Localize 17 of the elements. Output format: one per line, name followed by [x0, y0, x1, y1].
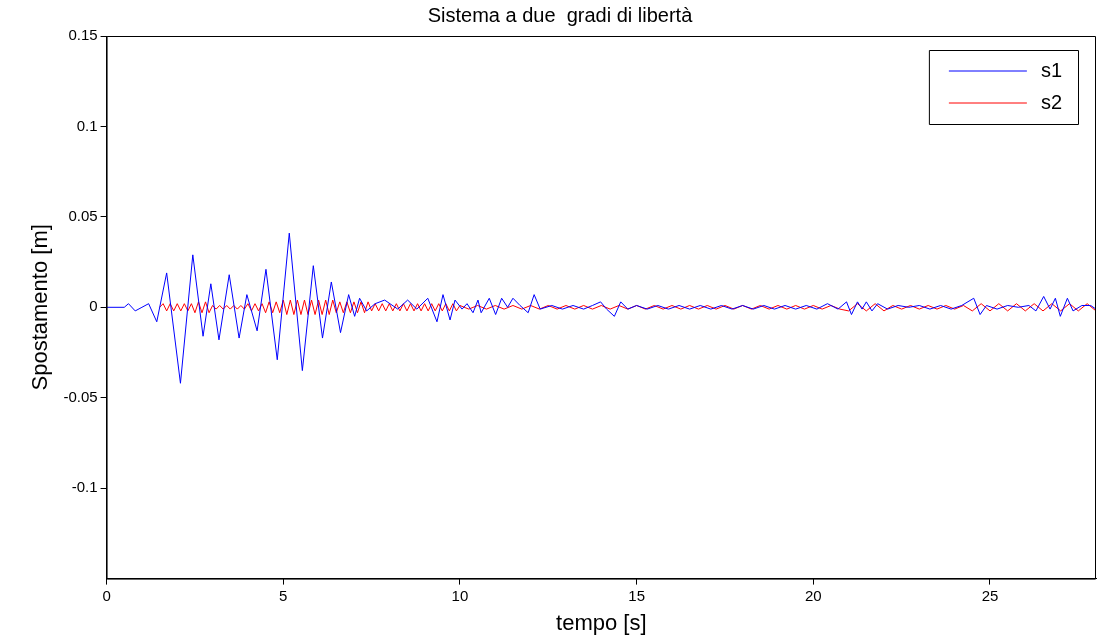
legend-label: s1 — [1040, 58, 1062, 81]
y-axis-title: Spostamento [m] — [27, 224, 53, 391]
legend-label: s2 — [1040, 90, 1062, 113]
x-tick-label: 0 — [102, 586, 111, 604]
y-tick-label: 0 — [89, 297, 98, 315]
x-tick-label: 10 — [451, 586, 469, 604]
x-tick-label: 25 — [981, 586, 999, 604]
x-tick-label: 5 — [279, 586, 288, 604]
y-tick-label: 0.05 — [68, 207, 98, 225]
y-tick-label: 0.15 — [68, 26, 98, 44]
chart-title: Sistema a due gradi di libertà — [427, 3, 694, 26]
x-tick-label: 15 — [628, 586, 645, 604]
y-tick-label: -0.1 — [71, 478, 98, 496]
x-tick-label: 20 — [804, 586, 822, 604]
x-axis-title: tempo [s] — [556, 609, 647, 635]
y-tick-label: -0.05 — [63, 387, 98, 405]
y-tick-label: 0.1 — [76, 116, 98, 134]
